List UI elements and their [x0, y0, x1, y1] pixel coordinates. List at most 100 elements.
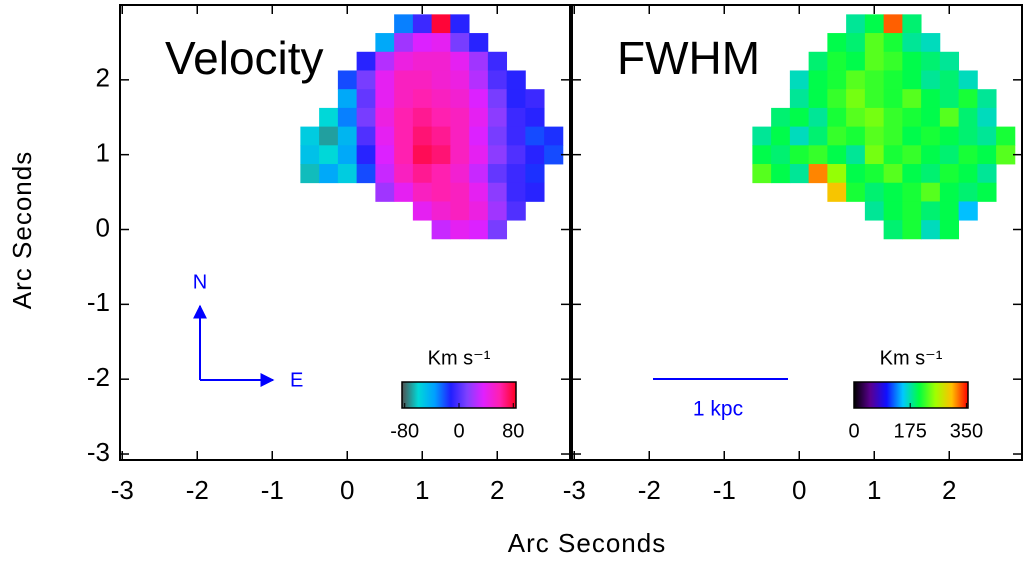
map-cell — [827, 89, 847, 109]
map-cell — [525, 89, 545, 109]
compass-east: E — [290, 369, 303, 391]
x-tick-label: -3 — [111, 475, 134, 505]
map-cell — [958, 182, 978, 202]
map-cell — [827, 145, 847, 165]
map-cell — [412, 70, 433, 90]
map-cell — [469, 145, 489, 165]
map-cell — [864, 164, 885, 184]
map-cell — [846, 33, 866, 53]
map-cell — [450, 164, 470, 184]
map-cell — [846, 145, 866, 165]
map-cell — [958, 201, 978, 221]
map-cell — [752, 126, 772, 146]
map-cell — [808, 51, 828, 71]
map-cell — [375, 33, 395, 53]
map-cell — [789, 164, 810, 184]
map-cell — [525, 145, 545, 165]
map-cell — [808, 89, 828, 109]
map-cell — [977, 107, 997, 128]
map-cell — [431, 51, 451, 71]
map-cell — [977, 126, 997, 146]
map-cell — [506, 164, 526, 184]
map-cell — [356, 89, 376, 109]
map-cell — [394, 182, 414, 202]
colorbar-tick-label: 175 — [894, 420, 927, 442]
map-cell — [846, 70, 866, 90]
scale-bar-label: 1 kpc — [693, 398, 743, 421]
map-cell — [300, 164, 320, 184]
map-cell — [375, 126, 395, 146]
map-cell — [412, 182, 433, 202]
map-cell — [487, 107, 508, 128]
map-cell — [431, 14, 451, 34]
map-cell — [864, 145, 885, 165]
map-cell — [752, 164, 772, 184]
map-cell — [431, 220, 451, 240]
map-cell — [487, 182, 508, 202]
map-cell — [808, 145, 828, 165]
map-cell — [450, 107, 470, 128]
y-tick-label: 0 — [96, 212, 110, 242]
map-cell — [902, 70, 922, 90]
map-cell — [544, 145, 564, 165]
map-cell — [864, 51, 885, 71]
map-cell — [939, 201, 960, 221]
map-cell — [300, 145, 320, 165]
map-cell — [883, 89, 903, 109]
y-tick-label: 1 — [96, 138, 110, 168]
map-cell — [921, 164, 941, 184]
map-cell — [958, 89, 978, 109]
x-tick-label: 2 — [490, 475, 504, 505]
map-cell — [864, 70, 885, 90]
x-tick-label: -3 — [563, 475, 586, 505]
map-cell — [977, 145, 997, 165]
map-cell — [921, 220, 941, 240]
map-cell — [525, 126, 545, 146]
map-cell — [864, 201, 885, 221]
map-cell — [394, 164, 414, 184]
map-cell — [958, 70, 978, 90]
map-cell — [394, 51, 414, 71]
map-cell — [883, 70, 903, 90]
map-cell — [939, 182, 960, 202]
map-cell — [752, 145, 772, 165]
map-cell — [827, 70, 847, 90]
map-cell — [958, 145, 978, 165]
map-cell — [789, 126, 810, 146]
y-tick-label: -1 — [87, 287, 110, 317]
map-cell — [789, 107, 810, 128]
map-cell — [319, 145, 339, 165]
map-cell — [469, 182, 489, 202]
map-cell — [789, 70, 810, 90]
map-cell — [356, 70, 376, 90]
map-cell — [450, 14, 470, 34]
x-tick-label: 0 — [340, 475, 354, 505]
map-cell — [902, 33, 922, 53]
map-cell — [337, 89, 358, 109]
map-cell — [977, 182, 997, 202]
map-cell — [431, 107, 451, 128]
map-cell — [337, 70, 358, 90]
map-cell — [337, 145, 358, 165]
map-cell — [939, 51, 960, 71]
map-cell — [450, 126, 470, 146]
map-cell — [356, 51, 376, 71]
map-cell — [771, 107, 791, 128]
map-cell — [902, 164, 922, 184]
map-cell — [469, 33, 489, 53]
map-cell — [846, 51, 866, 71]
map-cell — [939, 126, 960, 146]
map-cell — [506, 182, 526, 202]
colorbar-tick-label: 0 — [453, 420, 464, 442]
map-cell — [375, 182, 395, 202]
map-cell — [375, 107, 395, 128]
x-axis-title: Arc Seconds — [508, 528, 666, 558]
map-cell — [375, 145, 395, 165]
map-cell — [337, 164, 358, 184]
map-cell — [450, 201, 470, 221]
map-cell — [902, 201, 922, 221]
map-cell — [921, 107, 941, 128]
map-cell — [525, 164, 545, 184]
map-cell — [431, 145, 451, 165]
